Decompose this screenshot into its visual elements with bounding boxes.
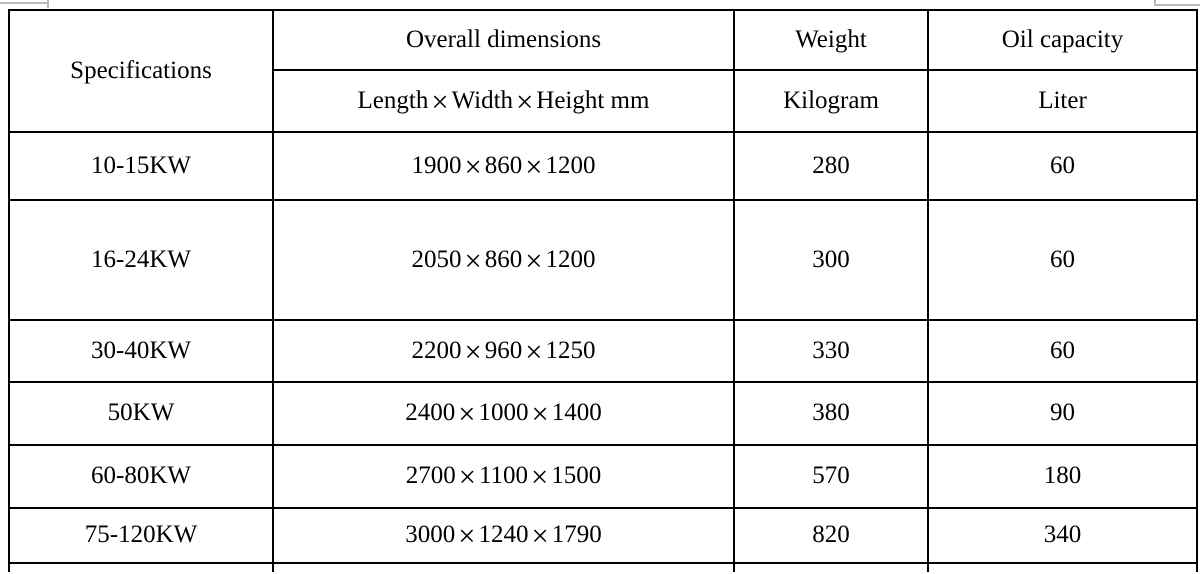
crop-artifact-top-right-horizontal [1154,4,1200,6]
cell-dimensions: 3000 × 1240 × 1790 [274,509,735,564]
cropped-cell [929,564,1198,572]
cropped-next-row [10,564,1198,572]
cell-weight: 820 [735,509,929,564]
cell-specification: 50KW [10,383,274,446]
header-oil-capacity: Oil capacity [929,11,1198,71]
cell-oil-capacity: 60 [929,133,1198,201]
cell-dimensions: 2400 × 1000 × 1400 [274,383,735,446]
multiplication-sign: × [464,149,482,184]
cell-dimensions: 2700 × 1100 × 1500 [274,446,735,509]
cell-weight: 380 [735,383,929,446]
table-body: 10-15KW 1900 × 860 × 1200 280 60 16-24KW 205… [10,133,1198,564]
multiplication-sign: × [516,84,534,119]
multiplication-sign: × [525,243,543,278]
cell-specification: 10-15KW [10,133,274,201]
cell-specification: 30-40KW [10,321,274,383]
multiplication-sign: × [464,243,482,278]
cell-oil-capacity: 180 [929,446,1198,509]
cell-weight: 300 [735,201,929,321]
multiplication-sign: × [458,397,476,432]
multiplication-sign: × [531,397,549,432]
cell-specification: 75-120KW [10,509,274,564]
header-weight: Weight [735,11,929,71]
cell-specification: 60-80KW [10,446,274,509]
table-row: 75-120KW 3000 × 1240 × 1790 820 340 [10,509,1198,564]
multiplication-sign: × [525,149,543,184]
header-overall-dimensions: Overall dimensions [274,11,735,71]
cell-dimensions: 1900 × 860 × 1200 [274,133,735,201]
crop-artifact-top-left-horizontal [0,2,49,4]
header-specifications: Specifications [10,11,274,133]
multiplication-sign: × [464,334,482,369]
cell-oil-capacity: 60 [929,201,1198,321]
crop-artifact-top-right-vertical [1154,0,1156,5]
multiplication-sign: × [431,84,449,119]
table-header: Specifications Overall dimensions Weight… [10,11,1198,133]
multiplication-sign: × [531,460,549,495]
multiplication-sign: × [531,519,549,554]
cell-dimensions: 2200 × 960 × 1250 [274,321,735,383]
cell-specification: 16-24KW [10,201,274,321]
cropped-cell [274,564,735,572]
multiplication-sign: × [525,334,543,369]
header-dimensions-unit: Length × Width × Height mm [274,71,735,133]
multiplication-sign: × [458,519,476,554]
table-row: 60-80KW 2700 × 1100 × 1500 570 180 [10,446,1198,509]
cell-oil-capacity: 340 [929,509,1198,564]
multiplication-sign: × [458,460,476,495]
cell-weight: 570 [735,446,929,509]
cell-weight: 280 [735,133,929,201]
header-weight-unit: Kilogram [735,71,929,133]
cell-oil-capacity: 90 [929,383,1198,446]
specifications-table: Specifications Overall dimensions Weight… [8,9,1198,572]
table-row: 16-24KW 2050 × 860 × 1200 300 60 [10,201,1198,321]
crop-artifact-top-left-vertical [47,0,49,8]
cell-weight: 330 [735,321,929,383]
cell-oil-capacity: 60 [929,321,1198,383]
cell-dimensions: 2050 × 860 × 1200 [274,201,735,321]
cropped-cell [735,564,929,572]
header-oil-unit: Liter [929,71,1198,133]
cropped-cell [10,564,274,572]
table-row: 50KW 2400 × 1000 × 1400 380 90 [10,383,1198,446]
table-row: 30-40KW 2200 × 960 × 1250 330 60 [10,321,1198,383]
table-row: 10-15KW 1900 × 860 × 1200 280 60 [10,133,1198,201]
